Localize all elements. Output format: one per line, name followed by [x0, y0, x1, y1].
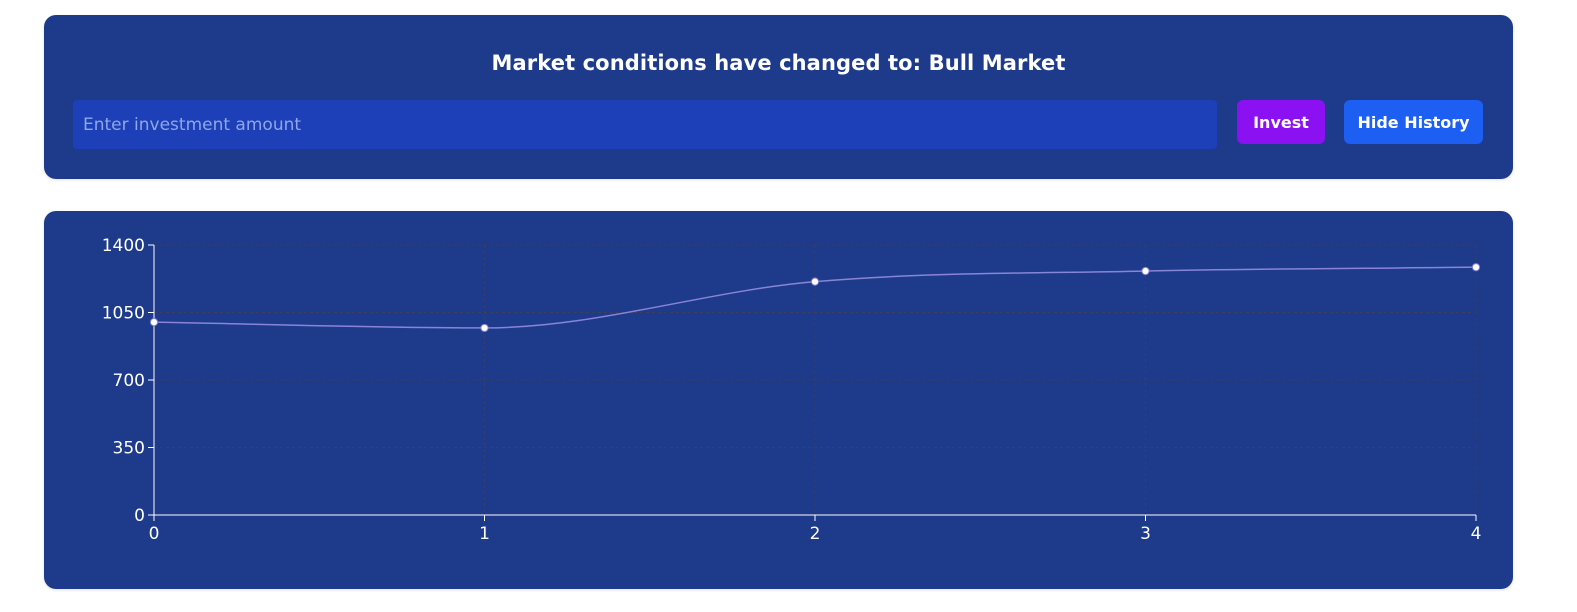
- market-banner-card: Market conditions have changed to: Bull …: [44, 15, 1513, 179]
- invest-button[interactable]: Invest: [1237, 100, 1325, 144]
- hide-history-button[interactable]: Hide History: [1344, 100, 1483, 144]
- y-tick-label: 350: [113, 439, 145, 459]
- investment-amount-input[interactable]: [73, 100, 1217, 149]
- data-point: [1471, 263, 1481, 272]
- chart-grid: [154, 244, 1477, 515]
- x-tick-label: 3: [1140, 524, 1151, 544]
- y-tick-label: 1400: [102, 236, 145, 256]
- history-line-chart: 0 350 700 1050 1400 0 1 2 3 4: [102, 236, 1482, 544]
- y-tick-label: 700: [113, 371, 145, 391]
- x-tick-label: 2: [810, 524, 821, 544]
- data-point: [480, 323, 489, 333]
- y-tick-label: 0: [134, 506, 145, 526]
- chart-points: [149, 263, 1481, 333]
- x-tick-label: 4: [1471, 524, 1482, 544]
- data-point: [149, 318, 159, 327]
- x-tick-label: 0: [149, 524, 160, 544]
- data-point: [810, 277, 820, 286]
- y-tick-label: 1050: [102, 304, 145, 324]
- history-chart-card: 0 350 700 1050 1400 0 1 2 3 4: [44, 211, 1513, 589]
- data-point: [1141, 266, 1150, 276]
- x-tick-label: 1: [479, 524, 490, 544]
- market-condition-title: Market conditions have changed to: Bull …: [491, 51, 1066, 75]
- chart-axes: 0 350 700 1050 1400 0 1 2 3 4: [102, 236, 1482, 544]
